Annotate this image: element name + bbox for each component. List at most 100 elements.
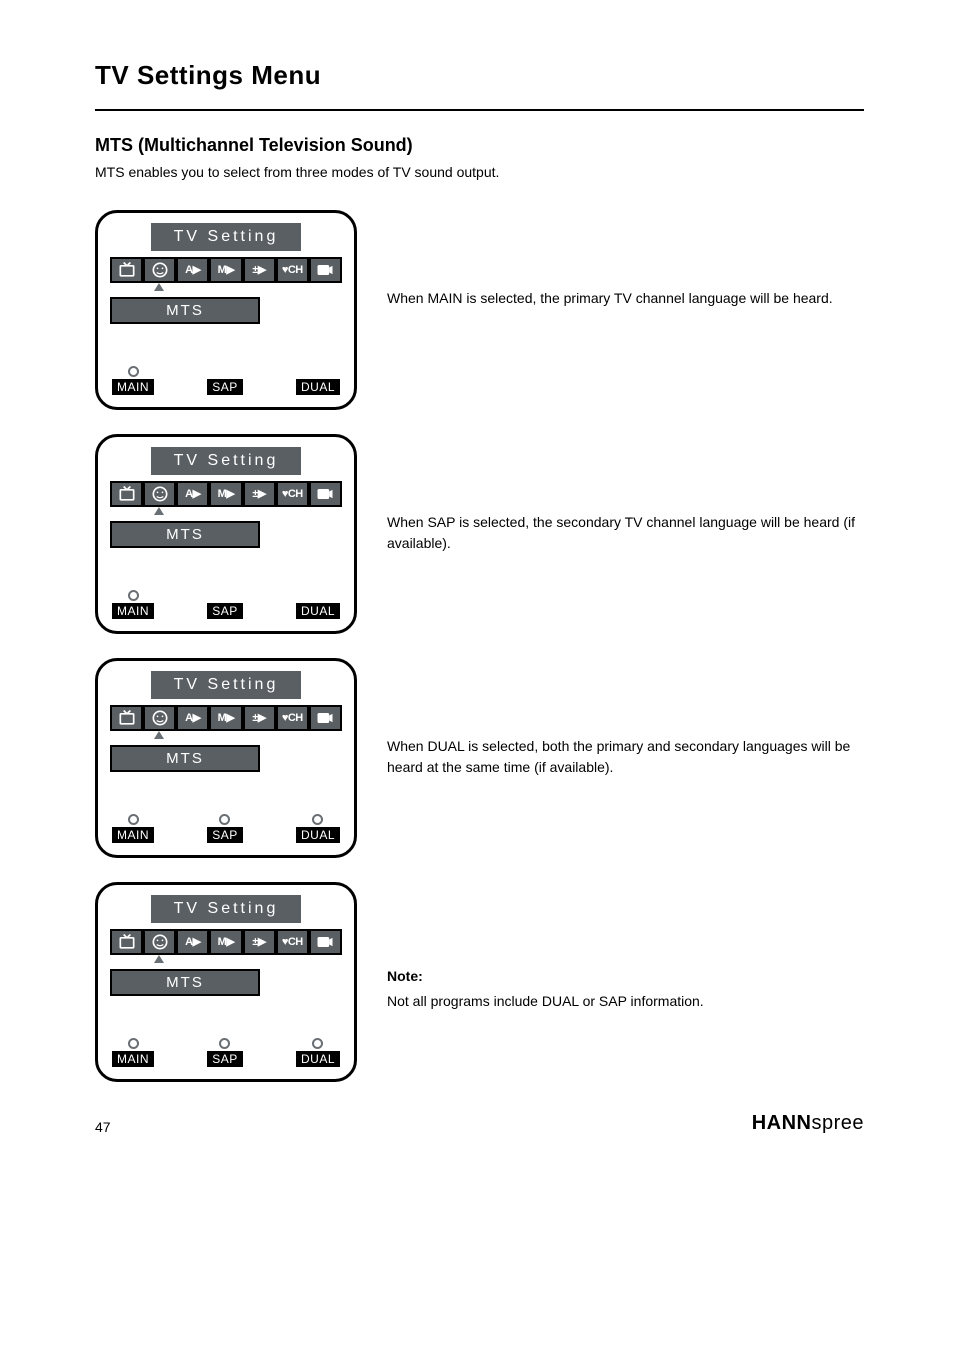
tab-label: A▶ xyxy=(185,711,200,724)
osd-tab: ♥CH xyxy=(276,257,309,283)
osd-panel: TV Setting A▶ M▶ ±▶ ♥CH MTS MAIN SAP DUAL xyxy=(95,210,357,410)
panel-row: TV Setting A▶ M▶ ±▶ ♥CH MTS MAIN SAP DUAL When SA… xyxy=(95,434,864,634)
option-indicator xyxy=(312,814,323,825)
osd-tab: A▶ xyxy=(176,929,209,955)
option-indicator xyxy=(128,1038,139,1049)
subsection-title: MTS (Multichannel Television Sound) xyxy=(95,135,864,156)
face-icon xyxy=(150,932,170,952)
osd-tab: M▶ xyxy=(209,929,242,955)
note-body: Not all programs include DUAL or SAP inf… xyxy=(387,991,864,1012)
tv-icon xyxy=(117,484,137,504)
osd-tab: M▶ xyxy=(209,481,242,507)
panel-explanation: When MAIN is selected, the primary TV ch… xyxy=(387,210,864,310)
option-indicator xyxy=(312,1038,323,1049)
mts-option: DUAL xyxy=(296,364,340,395)
osd-tab xyxy=(143,705,176,731)
mts-option-label: SAP xyxy=(207,1051,243,1067)
face-icon xyxy=(150,708,170,728)
osd-tab xyxy=(143,481,176,507)
mts-label: MTS xyxy=(110,521,260,548)
mts-option-label: MAIN xyxy=(112,603,154,619)
tab-label: A▶ xyxy=(185,487,200,500)
osd-tab-row: A▶ M▶ ±▶ ♥CH xyxy=(110,257,342,283)
osd-tab xyxy=(110,929,143,955)
note-block: Note:Not all programs include DUAL or SA… xyxy=(387,966,864,1013)
mts-options-row: MAIN SAP DUAL xyxy=(110,1038,342,1067)
mts-options-row: MAINSAPDUAL xyxy=(110,814,342,843)
tab-label: A▶ xyxy=(185,263,200,276)
osd-tab-row: A▶ M▶ ±▶ ♥CH xyxy=(110,929,342,955)
mts-option: DUAL xyxy=(296,588,340,619)
tab-pointer-icon xyxy=(154,283,164,291)
tool-icon xyxy=(315,484,335,504)
mts-label: MTS xyxy=(110,969,260,996)
osd-panel: TV Setting A▶ M▶ ±▶ ♥CH MTS MAIN SAP DUAL xyxy=(95,434,357,634)
osd-title: TV Setting xyxy=(151,223,301,251)
mts-label: MTS xyxy=(110,297,260,324)
osd-tab: ±▶ xyxy=(243,929,276,955)
subsection-description: MTS enables you to select from three mod… xyxy=(95,162,864,184)
osd-tab-row: A▶M▶±▶♥CH xyxy=(110,705,342,731)
tab-label: M▶ xyxy=(218,711,235,724)
tab-label: ♥CH xyxy=(282,936,303,948)
mts-option-label: DUAL xyxy=(296,1051,340,1067)
osd-panel: TV Setting A▶ M▶ ±▶ ♥CH MTS MAIN SAP DUAL xyxy=(95,882,357,1082)
osd-tab xyxy=(143,929,176,955)
mts-options-row: MAIN SAP DUAL xyxy=(110,588,342,619)
tab-label: ±▶ xyxy=(252,935,266,948)
mts-option-label: DUAL xyxy=(296,603,340,619)
osd-tab xyxy=(309,705,342,731)
osd-tab: ♥CH xyxy=(276,929,309,955)
tab-label: ±▶ xyxy=(252,711,266,724)
osd-tab xyxy=(110,257,143,283)
tab-pointer-icon xyxy=(154,955,164,963)
panel-row: TV SettingA▶M▶±▶♥CHMTSMAINSAPDUALWhen DU… xyxy=(95,658,864,858)
osd-tab xyxy=(143,257,176,283)
osd-title: TV Setting xyxy=(151,447,301,475)
mts-option: SAP xyxy=(207,588,243,619)
mts-option-label: SAP xyxy=(207,827,243,843)
mts-option: MAIN xyxy=(112,1038,154,1067)
mts-option: SAP xyxy=(207,364,243,395)
mts-option-label: SAP xyxy=(207,379,243,395)
face-icon xyxy=(150,484,170,504)
mts-option-label: SAP xyxy=(207,603,243,619)
osd-tab: M▶ xyxy=(209,705,242,731)
tool-icon xyxy=(315,708,335,728)
tv-icon xyxy=(117,260,137,280)
page-title: TV Settings Menu xyxy=(95,60,864,91)
page-number: 47 xyxy=(95,1119,111,1135)
option-indicator xyxy=(128,590,139,601)
mts-option-label: MAIN xyxy=(112,1051,154,1067)
mts-option: SAP xyxy=(207,814,243,843)
panel-row: TV Setting A▶ M▶ ±▶ ♥CH MTS MAIN SAP DUAL Note:No… xyxy=(95,882,864,1082)
osd-title: TV Setting xyxy=(151,895,301,923)
tool-icon xyxy=(315,932,335,952)
osd-tab-row: A▶ M▶ ±▶ ♥CH xyxy=(110,481,342,507)
mts-option: DUAL xyxy=(296,1038,340,1067)
panel-explanation: When SAP is selected, the secondary TV c… xyxy=(387,434,864,555)
mts-option: SAP xyxy=(207,1038,243,1067)
panel-row: TV Setting A▶ M▶ ±▶ ♥CH MTS MAIN SAP DUAL When MA… xyxy=(95,210,864,410)
mts-option-label: MAIN xyxy=(112,379,154,395)
osd-tab: A▶ xyxy=(176,481,209,507)
tab-label: M▶ xyxy=(218,487,235,500)
osd-tab xyxy=(309,929,342,955)
tab-label: M▶ xyxy=(218,935,235,948)
mts-option-label: MAIN xyxy=(112,827,154,843)
osd-tab: ♥CH xyxy=(276,481,309,507)
tv-icon xyxy=(117,708,137,728)
mts-label: MTS xyxy=(110,745,260,772)
osd-tab: ±▶ xyxy=(243,257,276,283)
tab-label: ♥CH xyxy=(282,264,303,276)
option-indicator xyxy=(128,366,139,377)
mts-option-label: DUAL xyxy=(296,379,340,395)
tab-pointer-icon xyxy=(154,507,164,515)
osd-title: TV Setting xyxy=(151,671,301,699)
tab-label: ±▶ xyxy=(252,487,266,500)
mts-options-row: MAIN SAP DUAL xyxy=(110,364,342,395)
tab-label: ±▶ xyxy=(252,263,266,276)
tab-pointer-icon xyxy=(154,731,164,739)
osd-tab: M▶ xyxy=(209,257,242,283)
tab-label: ♥CH xyxy=(282,488,303,500)
